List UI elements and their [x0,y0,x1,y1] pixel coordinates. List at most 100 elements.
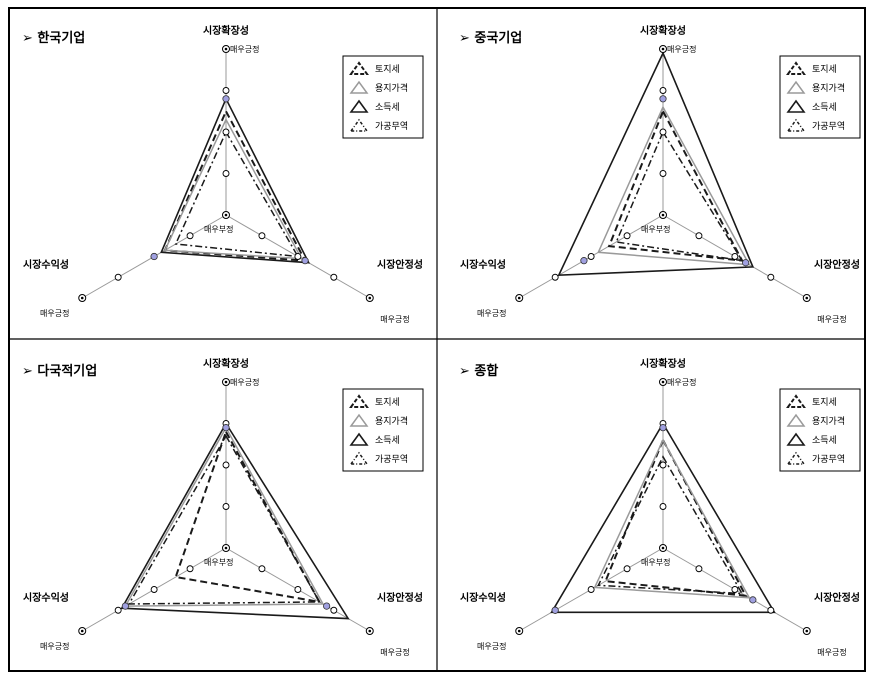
series-polygon [160,96,311,264]
axis-label-top: 매우긍정 [230,44,259,54]
tick-marker [222,128,230,136]
legend-label: 토지세 [375,397,400,408]
tick-marker [186,232,194,240]
axis-title-left: 시장수익성 [460,258,506,271]
legend-symbol [349,394,369,408]
axis-title-right: 시장안정성 [377,591,423,604]
tick-marker [222,87,230,94]
axis-label-center: 매우부정 [641,224,670,234]
axis-title-left: 시장수익성 [23,591,69,604]
tick-marker [222,461,230,469]
axis-label-right: 매우긍정 [380,647,409,657]
tick-marker [659,461,667,469]
tick-marker [623,232,631,240]
legend-label: 용지가격 [812,415,845,427]
axis-title-top: 시장확장성 [640,24,686,37]
legend-symbol [349,80,369,94]
legend-symbol [349,61,369,75]
axis-title-right: 시장안정성 [814,258,860,271]
center-dot [661,546,665,550]
radar-panel-4: ➢ 종합 시장확장성매우긍정매우부정시장안정성매우긍정시장수익성매우긍정토지세용지… [459,357,861,657]
legend-label: 가공무역 [375,454,408,465]
legend-symbol [349,432,369,446]
axis-label-left: 매우긍정 [477,641,506,651]
legend-label: 소득세 [375,102,400,113]
axis-end-dot [805,629,809,633]
tick-marker [659,503,667,510]
legend-label: 용지가격 [812,82,845,94]
center-dot [661,213,665,217]
radar-panel-1: ➢ 한국기업 시장확장성매우긍정매우부정시장안정성매우긍정시장수익성매우긍정토지세… [22,24,424,324]
axis-end-dot [517,629,521,633]
legend-label: 토지세 [375,64,400,75]
highlight-marker [301,257,309,265]
axis-label-top: 매우긍정 [667,44,696,54]
legend-symbol [349,413,369,427]
axis-end-dot [80,629,84,633]
legend-label: 토지세 [812,64,837,75]
tick-marker [114,606,122,614]
highlight-marker [580,257,588,265]
axis-label-right: 매우긍정 [380,314,409,324]
series-polygon [120,421,350,620]
axis-end-dot [368,296,372,300]
center-dot [224,546,228,550]
axis-end-dot [368,629,372,633]
axis-title-top: 시장확장성 [640,357,686,370]
tick-marker [695,565,703,573]
highlight-marker [659,95,667,103]
tick-marker [731,253,739,260]
legend-symbol [786,61,806,75]
legend-symbol [786,394,806,408]
legend-label: 소득세 [812,102,837,113]
tick-marker [258,565,266,573]
axis-label-center: 매우부정 [204,557,233,567]
axis-title-right: 시장안정성 [377,258,423,271]
tick-marker [659,170,667,177]
panel-title: ➢ 중국기업 [459,31,522,46]
series-polygon [163,117,303,260]
axis-label-left: 매우긍정 [40,641,69,651]
axis-end-dot [224,380,228,384]
tick-marker [330,273,338,281]
axis-label-center: 매우부정 [641,557,670,567]
panel-title: ➢ 종합 [459,363,498,379]
tick-marker [258,232,266,240]
legend-symbol [349,99,369,113]
tick-marker [294,586,302,593]
series-polygon [557,51,755,277]
highlight-marker [749,596,757,604]
highlight-marker [222,95,230,103]
highlight-marker [551,606,559,614]
series-polygon [163,109,307,262]
tick-marker [587,253,595,260]
series-polygon [604,437,748,597]
series-polygon [124,426,325,607]
legend-label: 용지가격 [375,415,408,427]
axis-label-right: 매우긍정 [817,647,846,657]
highlight-marker [150,252,158,261]
center-dot [224,213,228,217]
axis-end-dot [661,380,665,384]
highlight-marker [323,602,331,610]
axis-title-left: 시장수익성 [23,258,69,271]
axis-title-right: 시장안정성 [814,591,860,604]
panel-title: ➢ 다국적기업 [22,363,97,379]
radar-panel-2: ➢ 중국기업 시장확장성매우긍정매우부정시장안정성매우긍정시장수익성매우긍정토지세… [459,24,861,324]
radar-panel-3: ➢ 다국적기업 시장확장성매우긍정매우부정시장안정성매우긍정시장수익성매우긍정토지… [22,357,424,657]
series-polygon [174,130,300,258]
highlight-marker [659,424,667,432]
tick-marker [222,503,230,510]
highlight-marker [742,259,750,267]
axis-label-left: 매우긍정 [477,308,506,318]
series-polygon [174,429,322,604]
axis-title-top: 시장확장성 [203,24,249,37]
tick-marker [186,565,194,573]
axis-title-top: 시장확장성 [203,357,249,370]
legend-label: 용지가격 [375,82,408,94]
axis-label-top: 매우긍정 [667,377,696,387]
panel-title: ➢ 한국기업 [22,30,85,46]
